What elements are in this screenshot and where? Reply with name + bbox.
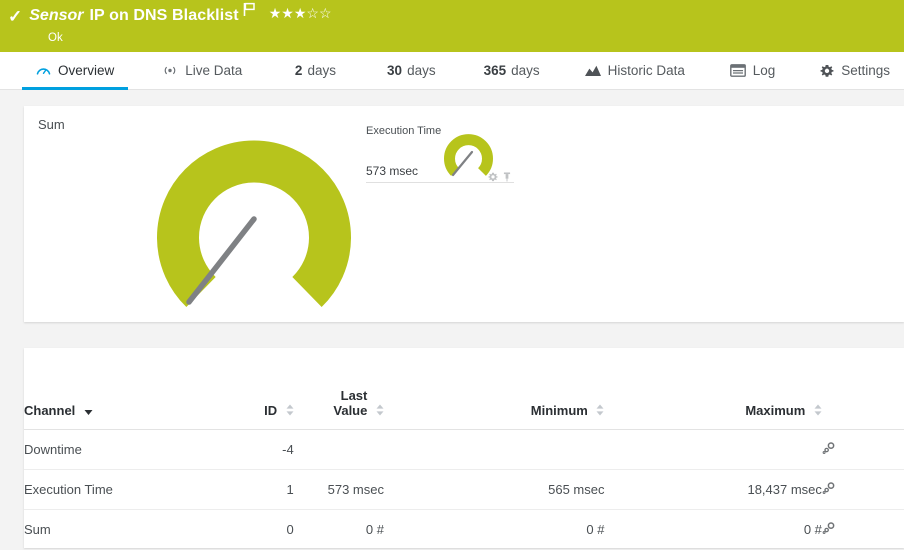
column-header-maximum[interactable]: Maximum <box>604 348 822 431</box>
secondary-gauge-divider <box>366 182 514 183</box>
gauges-panel: Sum 0 # 1 # 0 # Execution Time <box>24 106 904 427</box>
table-row[interactable]: Downtime -4 <box>24 429 904 471</box>
cell-minimum: 0 # <box>383 509 605 550</box>
sort-updown-icon[interactable] <box>286 404 294 419</box>
chart-icon <box>584 65 601 77</box>
cell-channel: Downtime <box>24 429 235 471</box>
sensor-status-row: Ok <box>0 28 904 46</box>
column-header-last-value-label: Last Value <box>333 388 367 418</box>
cell-last-value <box>293 429 384 471</box>
cell-last-value: 0 # <box>293 509 384 550</box>
cell-id: -4 <box>234 429 294 471</box>
secondary-gauge-tools <box>488 169 511 187</box>
cell-maximum: 0 # <box>604 509 822 550</box>
tab-historic-data-label: Historic Data <box>607 63 685 78</box>
cell-tools <box>821 429 904 471</box>
pin-icon[interactable] <box>503 169 511 187</box>
gear-icon <box>820 64 834 78</box>
secondary-gauge-title: Execution Time <box>366 125 442 137</box>
cell-id: 1 <box>234 469 294 511</box>
star-empty-4: ☆ <box>306 5 319 21</box>
sensor-header: ✓ Sensor IP on DNS Blacklist ★★★☆☆ Ok <box>0 0 904 52</box>
column-header-channel[interactable]: Channel <box>24 348 235 431</box>
cell-tools <box>821 469 904 511</box>
cell-maximum: 18,437 msec <box>604 469 822 511</box>
sort-desc-icon[interactable] <box>84 404 93 419</box>
tab-30-days[interactable]: 30 days <box>373 52 450 90</box>
tab-log-label: Log <box>752 63 776 78</box>
gear-icon[interactable] <box>822 522 836 538</box>
table-row[interactable]: Sum 0 0 # 0 # 0 # <box>24 509 904 550</box>
column-header-minimum[interactable]: Minimum <box>383 348 605 431</box>
tab-365-days[interactable]: 365 days <box>470 52 554 90</box>
tab-overview[interactable]: Overview <box>22 52 129 90</box>
channels-table-head: Channel ID Last Value <box>24 348 904 431</box>
secondary-gauge-value: 573 msec <box>366 164 419 178</box>
cell-minimum: 565 msec <box>383 469 605 511</box>
gear-icon[interactable] <box>488 169 498 187</box>
star-filled-3: ★ <box>293 5 307 21</box>
tab-365-days-label: days <box>511 63 540 78</box>
gear-icon[interactable] <box>822 442 836 458</box>
tab-live-data-label: Live Data <box>185 63 243 78</box>
tab-365-days-prefix: 365 <box>483 63 507 78</box>
table-row[interactable]: Execution Time 1 573 msec 565 msec 18,43… <box>24 469 904 511</box>
tab-overview-label: Overview <box>58 63 115 78</box>
sort-updown-icon[interactable] <box>814 404 822 419</box>
tab-30-days-label: days <box>407 63 436 78</box>
column-header-last-line2: Value <box>333 403 368 418</box>
cell-maximum <box>604 429 822 471</box>
column-header-id[interactable]: ID <box>234 348 294 431</box>
live-signal-icon <box>162 64 178 77</box>
tab-2-days-prefix: 2 <box>294 63 303 78</box>
channels-table-body: Downtime -4 Execution Time <box>24 429 904 550</box>
cell-minimum <box>383 429 605 471</box>
log-icon <box>729 64 746 77</box>
star-filled-1: ★ <box>268 5 282 21</box>
cell-tools <box>821 509 904 550</box>
column-header-maximum-label: Maximum <box>745 403 806 418</box>
star-filled-2: ★ <box>281 5 294 21</box>
primary-gauge[interactable] <box>144 124 364 324</box>
column-header-last-value[interactable]: Last Value <box>293 348 384 431</box>
cell-channel: Execution Time <box>24 469 235 511</box>
secondary-gauge-dial <box>442 130 498 183</box>
tab-settings-label: Settings <box>841 63 891 78</box>
tab-settings[interactable]: Settings <box>806 52 904 90</box>
channels-table: Channel ID Last Value <box>24 348 904 550</box>
sensor-tabbar: Overview Live Data 2 days 30 days 365 da… <box>0 52 904 90</box>
page-title[interactable]: IP on DNS Blacklist <box>89 7 239 24</box>
gauge-icon <box>36 63 51 78</box>
column-header-channel-label: Channel <box>24 403 76 418</box>
tab-2-days-label: days <box>307 63 336 78</box>
table-header-row: Channel ID Last Value <box>24 348 904 431</box>
sort-updown-icon[interactable] <box>376 404 384 419</box>
priority-stars[interactable]: ★★★☆☆ <box>269 6 332 20</box>
flag-icon[interactable] <box>243 2 256 22</box>
cell-last-value: 573 msec <box>293 469 384 511</box>
column-header-last-line1: Last <box>340 388 368 403</box>
status-check-icon: ✓ <box>8 6 23 26</box>
tab-live-data[interactable]: Live Data <box>148 52 256 90</box>
tab-30-days-prefix: 30 <box>387 63 403 78</box>
sensor-type-label: Sensor <box>29 7 84 24</box>
primary-gauge-title: Sum <box>38 117 65 132</box>
cell-id: 0 <box>234 509 294 550</box>
column-header-tools <box>821 348 904 431</box>
cell-channel: Sum <box>24 509 235 550</box>
status-badge: Ok <box>48 32 63 44</box>
gear-icon[interactable] <box>822 482 836 498</box>
secondary-gauge[interactable]: Execution Time 573 msec <box>344 114 514 183</box>
sort-updown-icon[interactable] <box>596 404 604 419</box>
channels-panel: Channel ID Last Value <box>24 348 904 550</box>
tab-log[interactable]: Log <box>716 52 790 90</box>
star-empty-5: ☆ <box>318 5 332 21</box>
sensor-header-titlerow: ✓ Sensor IP on DNS Blacklist ★★★☆☆ <box>0 0 904 26</box>
column-header-id-label: ID <box>264 403 278 418</box>
column-header-minimum-label: Minimum <box>530 403 588 418</box>
tab-historic-data[interactable]: Historic Data <box>571 52 699 90</box>
tab-2-days[interactable]: 2 days <box>281 52 350 90</box>
